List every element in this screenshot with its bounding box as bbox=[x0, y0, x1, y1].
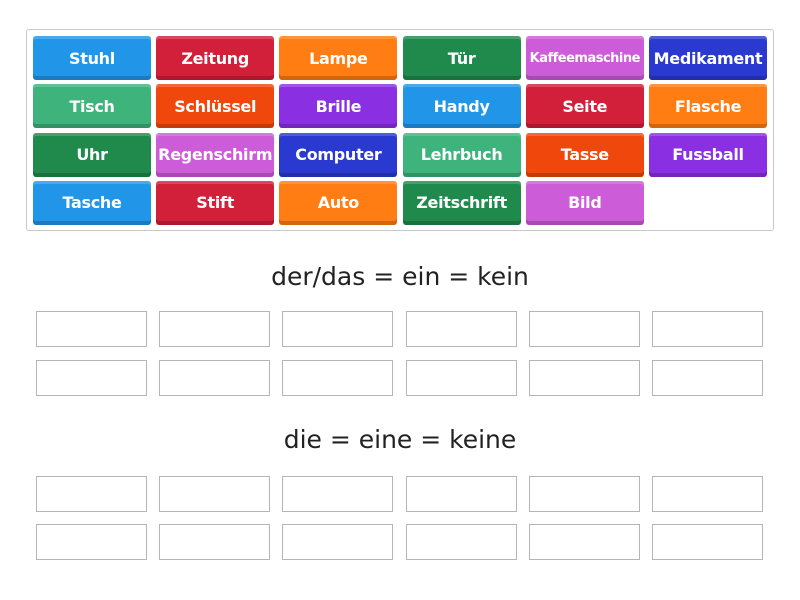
word-tile[interactable]: Fussball bbox=[649, 132, 767, 177]
word-tile[interactable]: Schlüssel bbox=[156, 84, 275, 129]
group-heading-der-das: der/das = ein = kein bbox=[271, 262, 529, 291]
drop-slot[interactable] bbox=[652, 360, 763, 396]
word-tile[interactable]: Stift bbox=[156, 180, 275, 225]
word-tile[interactable]: Brille bbox=[279, 84, 398, 129]
word-tile[interactable]: Computer bbox=[279, 132, 398, 177]
drop-slot[interactable] bbox=[36, 476, 147, 512]
drop-slot[interactable] bbox=[282, 524, 394, 560]
word-tile[interactable]: Tasse bbox=[525, 132, 644, 177]
drop-slot[interactable] bbox=[282, 476, 394, 512]
drop-slot[interactable] bbox=[282, 311, 394, 347]
word-tile[interactable]: Bild bbox=[525, 180, 644, 225]
drop-slot[interactable] bbox=[282, 360, 394, 396]
word-tile[interactable]: Tasche bbox=[33, 180, 151, 225]
drop-slot[interactable] bbox=[159, 524, 271, 560]
word-tile[interactable]: Zeitung bbox=[156, 36, 275, 80]
drop-slot[interactable] bbox=[652, 311, 763, 347]
drop-slot[interactable] bbox=[159, 360, 271, 396]
group-heading-die: die = eine = keine bbox=[283, 425, 517, 454]
drop-slot[interactable] bbox=[405, 360, 517, 396]
word-tile[interactable]: Uhr bbox=[33, 132, 151, 177]
word-tile[interactable]: Auto bbox=[279, 180, 398, 225]
word-tile[interactable]: Seite bbox=[525, 84, 644, 129]
word-tile[interactable]: Handy bbox=[402, 84, 521, 129]
word-tile[interactable]: Regenschirm bbox=[156, 132, 275, 177]
drop-slot[interactable] bbox=[405, 476, 517, 512]
drop-slot[interactable] bbox=[36, 524, 147, 560]
word-tile[interactable]: Tür bbox=[402, 36, 521, 80]
drop-slot[interactable] bbox=[159, 311, 271, 347]
word-tile[interactable]: Flasche bbox=[649, 84, 767, 129]
drop-slot[interactable] bbox=[405, 524, 517, 560]
drop-slot[interactable] bbox=[528, 311, 640, 347]
drop-slot[interactable] bbox=[528, 524, 640, 560]
drop-slot[interactable] bbox=[36, 311, 147, 347]
drop-slot[interactable] bbox=[405, 311, 517, 347]
drop-slot[interactable] bbox=[652, 524, 763, 560]
word-tile[interactable]: Lehrbuch bbox=[402, 132, 521, 177]
word-tile[interactable]: Medikament bbox=[649, 36, 767, 80]
drop-slot[interactable] bbox=[159, 476, 271, 512]
word-tile[interactable]: Stuhl bbox=[33, 36, 151, 80]
word-tile[interactable]: Lampe bbox=[279, 36, 398, 80]
word-tile[interactable]: Zeitschrift bbox=[402, 180, 521, 225]
drop-slot[interactable] bbox=[528, 360, 640, 396]
word-tile[interactable]: Kaffeemaschine bbox=[525, 36, 644, 80]
drop-slot[interactable] bbox=[528, 476, 640, 512]
drop-slot[interactable] bbox=[36, 360, 147, 396]
drop-slot[interactable] bbox=[652, 476, 763, 512]
word-tile[interactable]: Tisch bbox=[33, 84, 151, 129]
